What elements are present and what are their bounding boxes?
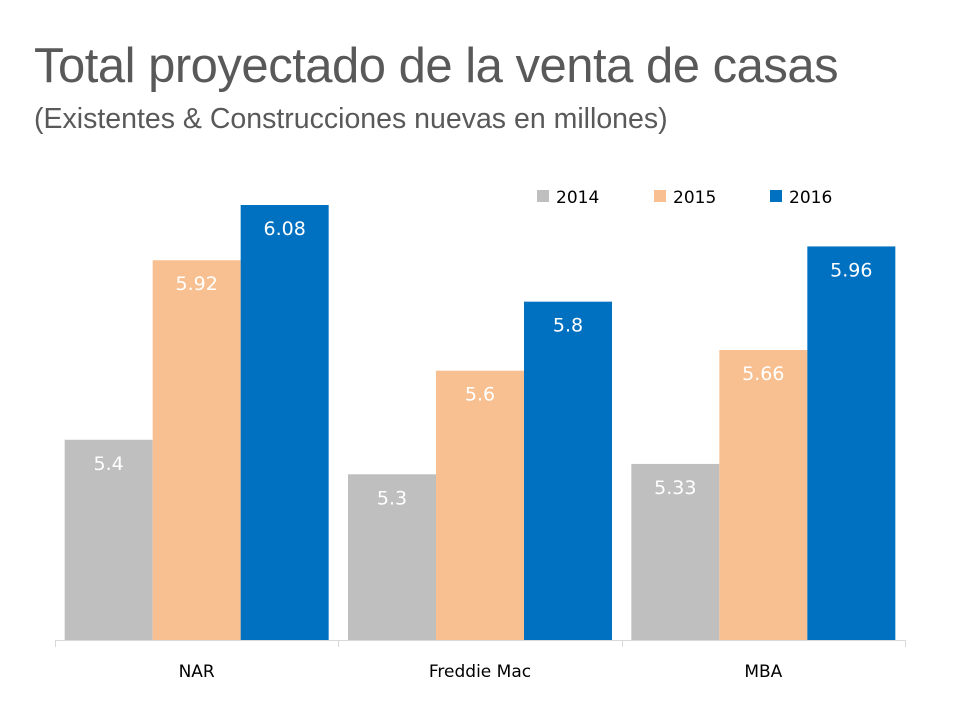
x-tick-label: NAR [179,662,215,682]
x-tick-label: Freddie Mac [429,662,531,682]
legend-label-2015: 2015 [673,188,716,208]
legend-swatch-2015 [654,190,666,202]
data-label: 5.33 [654,477,696,499]
x-tick-label: MBA [744,662,782,682]
bar-2014-mba [631,463,720,640]
data-label: 5.4 [94,453,124,475]
bar-2014-freddie-mac [348,474,436,640]
data-label: 6.08 [264,218,306,240]
legend-label-2014: 2014 [556,188,599,208]
data-label: 5.8 [553,315,583,337]
bar-2015-freddie-mac [436,370,524,640]
bar-2016-freddie-mac [524,301,612,640]
data-label: 5.66 [742,363,784,385]
bar-2016-mba [807,246,896,640]
legend-label-2016: 2016 [789,188,832,208]
chart-subtitle: (Existentes & Construcciones nuevas en m… [34,103,668,135]
bar-2016-nar [240,205,329,640]
legend-swatch-2014 [537,190,549,202]
bar-2014-nar [64,439,153,640]
data-label: 5.6 [465,384,495,406]
chart-title: Total proyectado de la venta de casas [34,39,839,93]
data-labels-layer: 5.4 5.92 6.08 5.3 5.6 5.8 5.33 5.66 5.96 [94,218,873,509]
x-axis: NAR Freddie Mac MBA [55,640,906,682]
bar-2015-mba [719,350,808,640]
legend: 2014 2015 2016 [537,188,832,208]
legend-swatch-2016 [770,190,782,202]
data-label: 5.96 [830,259,872,281]
data-label: 5.92 [176,273,218,295]
bars-layer [64,205,896,640]
data-label: 5.3 [377,487,407,509]
bar-2015-nar [152,260,241,640]
